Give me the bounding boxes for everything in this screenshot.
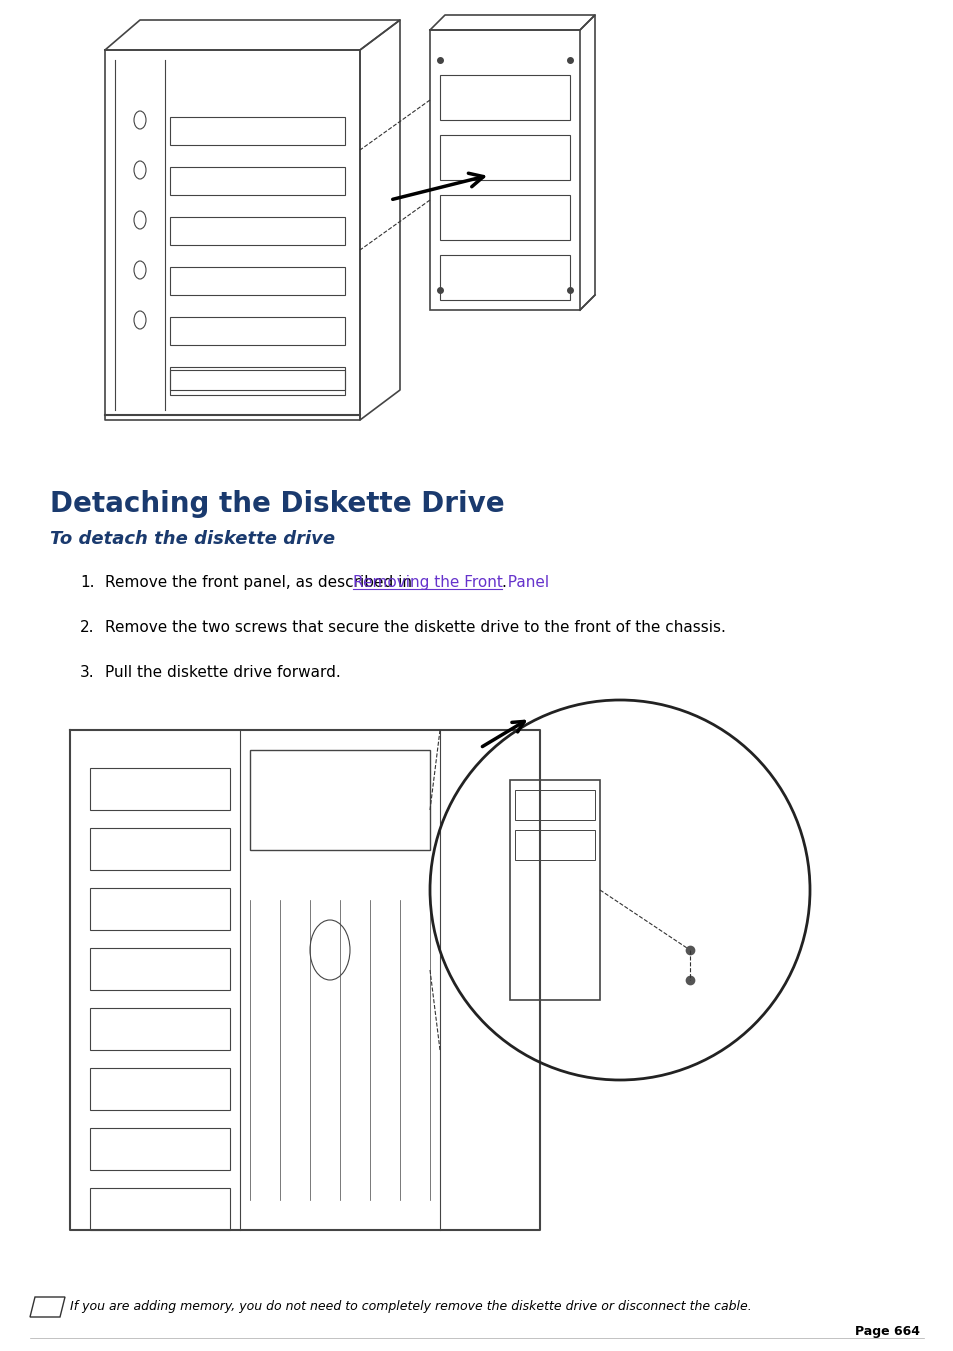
Text: Removing the Front Panel: Removing the Front Panel	[353, 576, 549, 590]
Text: 3.: 3.	[80, 665, 94, 680]
Bar	[515, 830, 595, 861]
Text: 2.: 2.	[80, 620, 94, 635]
Bar	[90, 1069, 230, 1111]
Bar	[170, 218, 345, 245]
Bar	[250, 750, 430, 850]
Bar	[439, 195, 569, 240]
FancyArrowPatch shape	[482, 721, 524, 747]
Bar	[439, 76, 569, 120]
Bar	[170, 367, 345, 394]
Bar	[439, 255, 569, 300]
Bar	[170, 317, 345, 345]
Text: 1.: 1.	[80, 576, 94, 590]
Bar	[430, 30, 579, 309]
Text: If you are adding memory, you do not need to completely remove the diskette driv: If you are adding memory, you do not nee…	[70, 1300, 751, 1313]
Bar	[90, 828, 230, 870]
Text: .: .	[501, 576, 506, 590]
Bar	[170, 267, 345, 295]
Bar	[90, 1008, 230, 1050]
Bar	[90, 767, 230, 811]
Text: Pull the diskette drive forward.: Pull the diskette drive forward.	[105, 665, 340, 680]
Text: Remove the two screws that secure the diskette drive to the front of the chassis: Remove the two screws that secure the di…	[105, 620, 725, 635]
Text: Detaching the Diskette Drive: Detaching the Diskette Drive	[50, 490, 504, 517]
Text: Remove the front panel, as described in: Remove the front panel, as described in	[105, 576, 416, 590]
Text: To detach the diskette drive: To detach the diskette drive	[50, 530, 335, 549]
Bar	[515, 790, 595, 820]
Text: Page 664: Page 664	[854, 1325, 919, 1337]
Bar	[439, 135, 569, 180]
Bar	[170, 118, 345, 145]
Bar	[90, 1188, 230, 1229]
Bar	[90, 948, 230, 990]
Bar	[90, 888, 230, 929]
Bar	[90, 1128, 230, 1170]
Bar	[170, 370, 345, 390]
Bar	[170, 168, 345, 195]
Bar	[510, 780, 599, 1000]
